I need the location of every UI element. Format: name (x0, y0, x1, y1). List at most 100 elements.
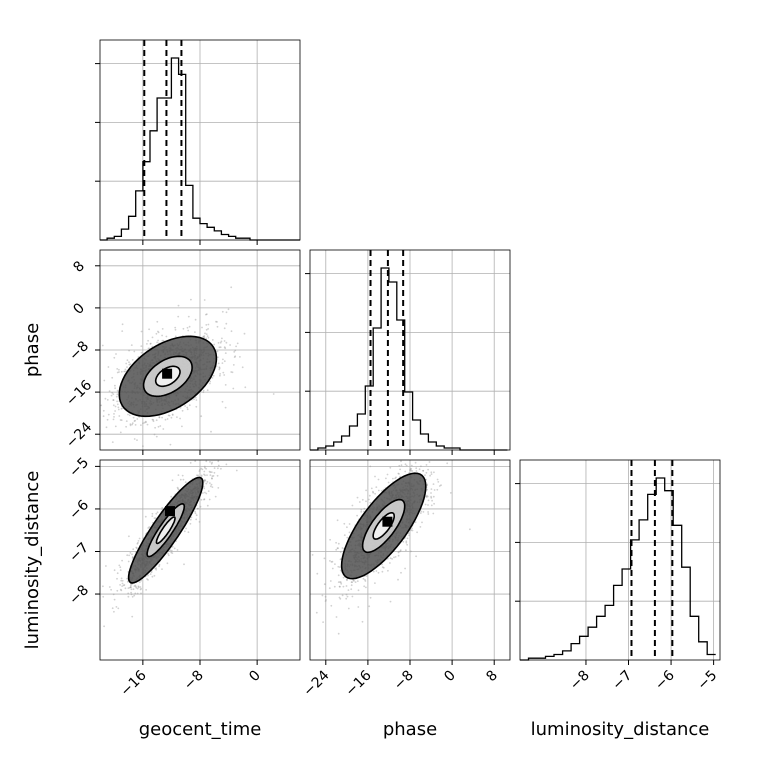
sample-point (365, 489, 367, 492)
sample-point (140, 579, 143, 582)
sample-point (206, 481, 209, 483)
sample-point (433, 471, 435, 474)
sample-point (402, 540, 405, 543)
sample-point (166, 418, 169, 420)
histogram-step-geocent-time (100, 57, 300, 241)
sample-point (427, 499, 430, 502)
sample-point (410, 529, 413, 532)
sample-point (150, 571, 153, 574)
x-axis-label-luminosity-distance: luminosity_distance (531, 719, 710, 740)
sample-point (167, 552, 170, 555)
sample-point (112, 399, 115, 401)
sample-point (340, 582, 343, 585)
x-tick-label-phase: −24 (300, 667, 332, 699)
sample-point (105, 426, 108, 429)
sample-point (229, 344, 232, 346)
sample-point (398, 550, 400, 553)
x-tick-label-geocent-time: −8 (181, 668, 207, 694)
sample-point (345, 585, 348, 587)
y-tick-label-phase: 0 (70, 300, 88, 318)
sample-point (169, 549, 172, 552)
sample-point (221, 310, 224, 313)
x-tick-label-phase: 0 (441, 668, 459, 686)
histogram-step-luminosity-distance (520, 477, 716, 661)
sample-point (157, 331, 160, 334)
sample-point (331, 567, 334, 570)
sample-point (204, 466, 206, 469)
sample-point (186, 408, 189, 411)
sample-point (165, 335, 168, 338)
sample-point (232, 364, 235, 366)
sample-point (357, 606, 360, 608)
sample-point (129, 423, 132, 426)
sample-point (449, 492, 452, 494)
sample-point (356, 580, 359, 582)
sample-point (131, 553, 133, 556)
sample-point (140, 345, 143, 347)
sample-point (233, 351, 236, 353)
sample-point (176, 416, 178, 418)
sample-point (186, 406, 189, 409)
sample-point (181, 425, 183, 428)
sample-point (221, 400, 224, 403)
histogram-luminosity-distance (520, 460, 716, 661)
sample-point (181, 409, 184, 412)
sample-point (155, 419, 158, 422)
sample-point (333, 585, 336, 588)
sample-point (112, 393, 115, 395)
sample-point (136, 587, 139, 590)
sample-point (394, 556, 397, 558)
sample-point (164, 418, 167, 421)
sample-point (377, 478, 380, 481)
sample-point (395, 476, 397, 479)
sample-point (225, 341, 228, 344)
sample-point (129, 363, 132, 365)
sample-point (222, 358, 224, 361)
sample-point (119, 569, 122, 571)
sample-point (130, 591, 133, 594)
sample-point (130, 583, 133, 586)
sample-point (137, 585, 140, 588)
sample-point (173, 547, 176, 550)
sample-point (139, 588, 142, 591)
sample-point (234, 349, 237, 352)
sample-point (406, 543, 408, 546)
sample-point (346, 526, 348, 529)
sample-point (195, 399, 198, 401)
sample-point (155, 567, 158, 570)
y-tick-label-phase: −16 (63, 377, 95, 409)
sample-point (211, 477, 213, 480)
sample-point (206, 389, 209, 392)
sample-point (218, 368, 221, 371)
sample-point (430, 504, 433, 507)
sample-point (170, 495, 173, 498)
sample-point (343, 534, 346, 536)
sample-point (387, 569, 389, 572)
sample-point (148, 328, 151, 331)
sample-point (430, 471, 433, 474)
sample-point (414, 521, 417, 524)
sample-point (205, 328, 208, 331)
sample-point (111, 391, 114, 394)
sample-point (159, 425, 162, 427)
sample-point (420, 510, 423, 513)
sample-point (339, 551, 342, 553)
sample-point (177, 487, 179, 490)
sample-point (126, 554, 129, 557)
sample-point (345, 578, 348, 581)
sample-point (117, 607, 120, 610)
sample-point (139, 586, 142, 588)
sample-point (211, 339, 214, 341)
sample-point (223, 340, 226, 342)
sample-point (369, 596, 372, 599)
sample-point (398, 464, 401, 467)
sample-point (338, 596, 341, 599)
sample-point (118, 371, 120, 373)
sample-point (147, 527, 150, 529)
sample-point (157, 330, 159, 333)
sample-point (324, 595, 327, 598)
sample-point (118, 415, 121, 417)
sample-point (204, 474, 206, 477)
sample-point (381, 566, 384, 569)
sample-point (119, 584, 121, 586)
